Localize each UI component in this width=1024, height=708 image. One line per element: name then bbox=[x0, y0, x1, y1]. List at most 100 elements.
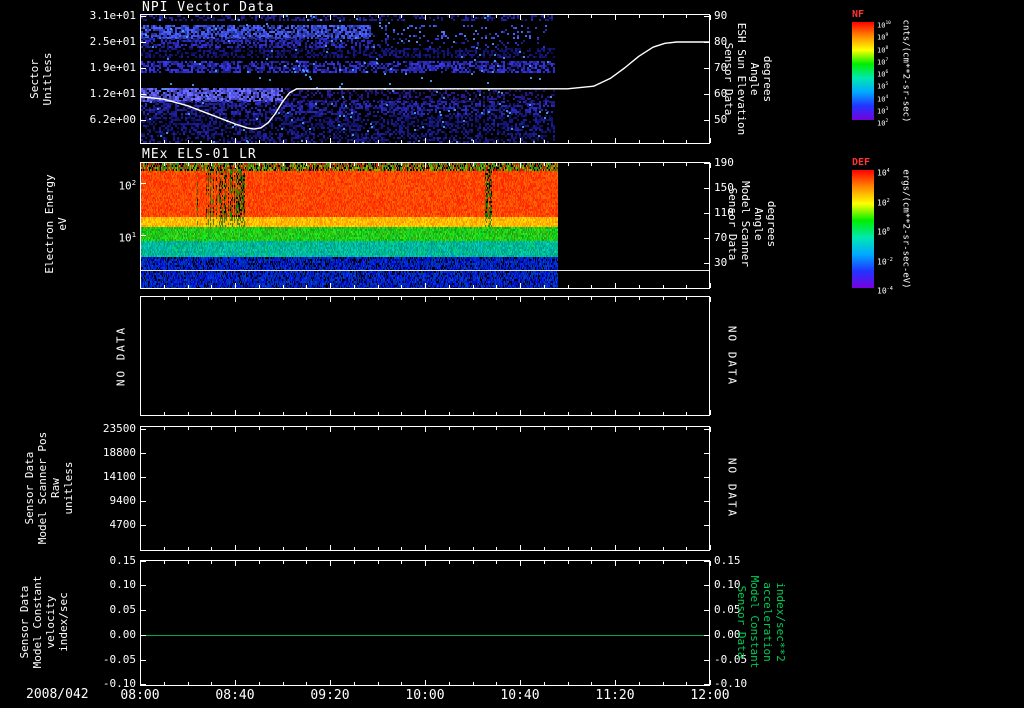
axis-tick-mark bbox=[140, 163, 141, 168]
colorbar-title-nf: NF bbox=[852, 8, 864, 21]
axis-tick-mark bbox=[164, 285, 165, 288]
axis-tick-mark bbox=[520, 427, 521, 432]
axis-tick-mark bbox=[704, 585, 709, 586]
axis-tick-mark bbox=[710, 427, 711, 432]
axis-tick-mark bbox=[686, 15, 687, 18]
axis-tick-mark bbox=[473, 427, 474, 430]
axis-tick-mark bbox=[568, 412, 569, 415]
axis-tick-mark bbox=[283, 297, 284, 300]
colorbar-units-nf: cnts/(cm**2-sr-sec) bbox=[899, 20, 912, 123]
els-left-axis-label: Electron Energy eV bbox=[43, 174, 69, 273]
axis-tick-mark bbox=[235, 15, 236, 20]
axis-tick-mark bbox=[259, 297, 260, 300]
axis-tick-mark bbox=[704, 453, 709, 454]
axis-tick-mark bbox=[306, 427, 307, 430]
axis-tick-mark bbox=[663, 561, 664, 564]
axis-tick-mark bbox=[568, 15, 569, 18]
axis-tick-mark bbox=[141, 501, 146, 502]
axis-tick-mark bbox=[235, 545, 236, 550]
axis-tick-mark bbox=[141, 235, 146, 236]
npi-spectrogram bbox=[141, 15, 709, 143]
axis-tick-mark bbox=[354, 412, 355, 415]
axis-tick-mark bbox=[615, 680, 616, 685]
axis-tick-mark bbox=[591, 285, 592, 288]
axis-tick-mark bbox=[259, 412, 260, 415]
axis-tick-mark bbox=[496, 547, 497, 550]
axis-tick-mark bbox=[686, 561, 687, 564]
axis-tick-mark bbox=[401, 561, 402, 564]
axis-tick-mark bbox=[141, 585, 146, 586]
axis-tick-mark bbox=[306, 297, 307, 300]
axis-tick-mark bbox=[188, 297, 189, 300]
axis-tick-mark bbox=[330, 545, 331, 550]
axis-tick-mark bbox=[449, 297, 450, 300]
axis-tick-mark bbox=[473, 285, 474, 288]
axis-tick-mark bbox=[704, 16, 709, 17]
axis-tick-mark bbox=[354, 547, 355, 550]
axis-tick-mark bbox=[473, 140, 474, 143]
axis-tick-mark bbox=[401, 547, 402, 550]
npi-right-tick-label: 90 bbox=[714, 9, 727, 22]
axis-tick-mark bbox=[164, 163, 165, 166]
axis-tick-mark bbox=[473, 561, 474, 564]
axis-tick-mark bbox=[544, 285, 545, 288]
axis-tick-mark bbox=[425, 545, 426, 550]
axis-tick-mark bbox=[520, 283, 521, 288]
axis-tick-mark bbox=[520, 561, 521, 566]
axis-tick-mark bbox=[164, 140, 165, 143]
axis-tick-mark bbox=[496, 682, 497, 685]
axis-tick-mark bbox=[663, 297, 664, 300]
axis-tick-mark bbox=[496, 140, 497, 143]
axis-tick-mark bbox=[663, 427, 664, 430]
axis-tick-mark bbox=[378, 412, 379, 415]
axis-tick-mark bbox=[663, 285, 664, 288]
axis-tick-mark bbox=[283, 427, 284, 430]
axis-tick-mark bbox=[704, 684, 709, 685]
axis-tick-mark bbox=[283, 412, 284, 415]
axis-tick-mark bbox=[259, 547, 260, 550]
axis-tick-mark bbox=[330, 138, 331, 143]
axis-tick-mark bbox=[704, 213, 709, 214]
axis-tick-mark bbox=[704, 68, 709, 69]
axis-tick-mark bbox=[496, 412, 497, 415]
npi-y-tick-label: 3.1e+01 bbox=[0, 9, 136, 22]
acceleration-right-axis-label: index/sec**2 acceleration Model Constant Se… bbox=[735, 576, 787, 669]
axis-tick-mark bbox=[211, 163, 212, 166]
axis-tick-mark bbox=[378, 427, 379, 430]
axis-tick-mark bbox=[401, 15, 402, 18]
axis-tick-mark bbox=[330, 680, 331, 685]
scanner-pos-left-axis-label: Sensor Data Model Scanner Pos Raw unitless bbox=[23, 432, 75, 545]
axis-tick-mark bbox=[378, 163, 379, 166]
axis-tick-mark bbox=[235, 561, 236, 566]
axis-tick-mark bbox=[283, 285, 284, 288]
axis-tick-mark bbox=[235, 427, 236, 432]
axis-tick-mark bbox=[639, 15, 640, 18]
axis-tick-mark bbox=[283, 547, 284, 550]
axis-tick-mark bbox=[211, 561, 212, 564]
axis-tick-mark bbox=[164, 412, 165, 415]
axis-tick-mark bbox=[141, 525, 146, 526]
axis-tick-mark bbox=[306, 285, 307, 288]
axis-tick-mark bbox=[473, 163, 474, 166]
axis-tick-mark bbox=[188, 561, 189, 564]
axis-tick-mark bbox=[704, 42, 709, 43]
axis-tick-mark bbox=[615, 297, 616, 302]
colorbar-tick-label: 104 bbox=[877, 165, 890, 180]
axis-tick-mark bbox=[473, 412, 474, 415]
axis-tick-mark bbox=[401, 163, 402, 166]
axis-tick-mark bbox=[710, 283, 711, 288]
axis-tick-mark bbox=[663, 412, 664, 415]
axis-tick-mark bbox=[520, 163, 521, 168]
axis-tick-mark bbox=[591, 140, 592, 143]
axis-tick-mark bbox=[235, 680, 236, 685]
axis-tick-mark bbox=[283, 163, 284, 166]
no-data-right-label: NO DATA bbox=[726, 326, 739, 386]
axis-tick-mark bbox=[141, 120, 146, 121]
axis-tick-mark bbox=[330, 427, 331, 432]
colorbar-tick-label: 102 bbox=[877, 195, 890, 210]
colorbar-tick-label: 10-4 bbox=[877, 283, 893, 298]
axis-tick-mark bbox=[164, 561, 165, 564]
axis-tick-mark bbox=[449, 682, 450, 685]
axis-tick-mark bbox=[710, 297, 711, 302]
els-overlay-line bbox=[141, 270, 709, 271]
